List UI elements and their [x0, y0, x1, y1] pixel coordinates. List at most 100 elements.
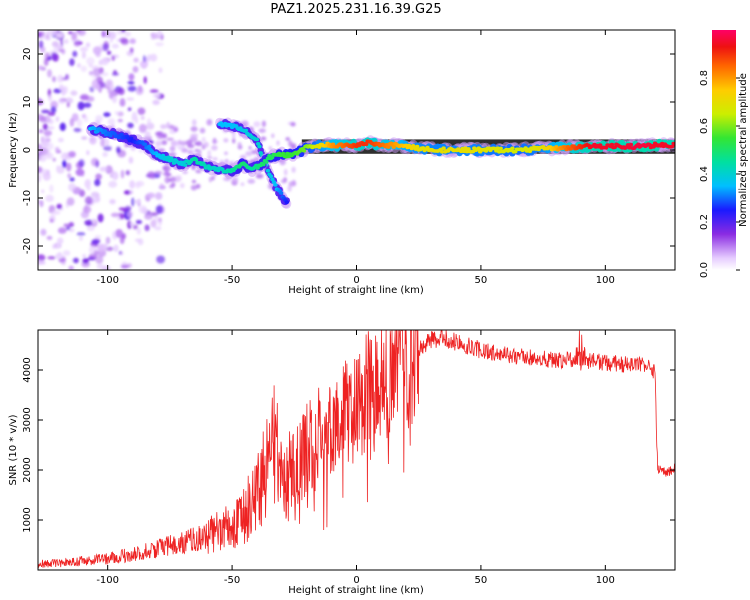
noise-blob [119, 98, 126, 107]
noise-blob [109, 199, 116, 205]
noise-blob [68, 151, 76, 158]
noise-blob [69, 177, 75, 182]
noise-blob [127, 81, 135, 85]
noise-blob [144, 131, 151, 137]
noise-blob [240, 182, 245, 186]
noise-blob [125, 170, 131, 176]
noise-blob [110, 212, 120, 218]
noise-blob [48, 94, 52, 102]
noise-blob [75, 168, 85, 177]
colorbar-tick-label: 0.8 [699, 70, 710, 86]
noise-blob [129, 47, 134, 53]
noise-blob [56, 243, 61, 248]
noise-blob [107, 88, 112, 94]
noise-blob [83, 102, 92, 108]
main-trace-core [364, 142, 369, 146]
noise-blob [95, 255, 104, 264]
noise-blob [111, 72, 119, 76]
noise-blob [52, 157, 56, 162]
noise-blob [150, 219, 157, 228]
noise-blob [231, 176, 239, 184]
noise-blob [42, 123, 49, 131]
noise-blob [245, 151, 253, 157]
noise-blob [120, 251, 124, 256]
noise-blob [161, 140, 168, 146]
noise-blob [103, 112, 111, 117]
noise-blob [95, 173, 102, 180]
noise-blob [66, 162, 72, 172]
snr-series-line [38, 330, 675, 569]
noise-blob [101, 30, 106, 38]
noise-blob [45, 30, 51, 37]
noise-blob [44, 142, 54, 151]
noise-blob [103, 145, 112, 151]
noise-blob [105, 246, 114, 251]
main-trace-core [108, 133, 113, 138]
noise-blob [63, 223, 70, 227]
noise-blob [46, 126, 55, 130]
noise-blob [151, 35, 156, 40]
noise-blob [102, 152, 108, 157]
colorbar-tick-label: 0.0 [699, 262, 710, 278]
noise-blob [261, 120, 266, 128]
x-tick-label: -50 [224, 575, 240, 586]
noise-blob [195, 169, 202, 174]
noise-blob [255, 173, 264, 179]
noise-blob [121, 233, 127, 240]
noise-blob [76, 30, 82, 34]
noise-blob [47, 256, 56, 260]
noise-blob [38, 254, 46, 262]
noise-blob [86, 150, 90, 156]
noise-blob [154, 226, 162, 231]
noise-blob [81, 136, 88, 140]
noise-blob [176, 175, 182, 182]
noise-blob [132, 224, 138, 230]
noise-blob [120, 30, 126, 33]
noise-blob [129, 180, 136, 189]
noise-blob [128, 156, 134, 164]
noise-blob [287, 185, 292, 192]
spectrogram-y-label: Frequency (Hz) [8, 112, 19, 188]
noise-blob [89, 136, 97, 145]
noise-blob [72, 257, 79, 264]
colorbar-label: Normalized spectral amplitude [738, 73, 749, 227]
noise-blob [65, 226, 71, 231]
noise-blob [177, 145, 186, 150]
noise-blob [71, 32, 77, 41]
main-trace-core [672, 142, 675, 147]
noise-blob [62, 250, 71, 256]
noise-blob [144, 224, 150, 232]
main-trace-core [92, 126, 97, 131]
noise-blob [81, 51, 86, 59]
noise-blob [141, 207, 148, 214]
noise-blob [138, 85, 142, 93]
noise-blob [49, 218, 54, 223]
noise-blob [105, 138, 109, 147]
noise-blob [78, 159, 85, 168]
secondary-trace-core [265, 168, 271, 173]
noise-blob [107, 118, 116, 126]
noise-blob [38, 173, 41, 183]
x-tick-label: 50 [475, 275, 488, 286]
y-tick-label: 3000 [22, 407, 33, 432]
noise-blob [101, 265, 111, 270]
secondary-trace-core [271, 180, 277, 184]
y-tick-label: 10 [22, 96, 33, 109]
noise-blob [45, 194, 54, 202]
noise-blob [60, 152, 69, 160]
main-trace-core [202, 163, 207, 167]
noise-blob [86, 57, 95, 65]
noise-blob [68, 265, 74, 270]
noise-blob [203, 141, 209, 148]
noise-blob [208, 176, 212, 183]
secondary-trace-core [278, 191, 284, 195]
noise-blob [155, 192, 163, 200]
noise-blob [166, 137, 174, 141]
noise-blob [115, 229, 123, 238]
noise-blob [224, 151, 228, 156]
noise-blob [248, 146, 252, 150]
noise-blob [136, 227, 141, 235]
noise-blob [155, 42, 164, 47]
noise-blob [247, 178, 256, 184]
